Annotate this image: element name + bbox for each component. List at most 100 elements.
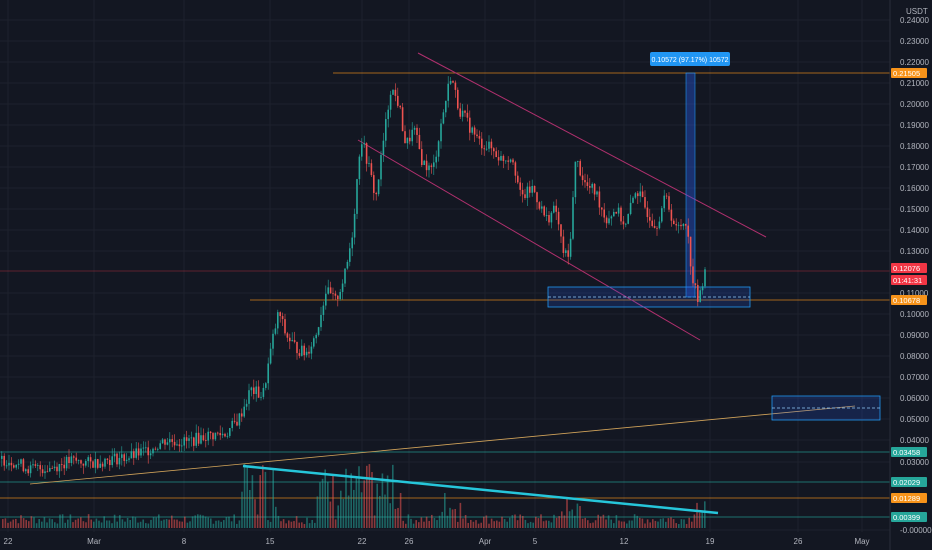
volume-bar <box>701 511 703 528</box>
volume-bar <box>589 523 592 528</box>
volume-bar <box>20 515 22 528</box>
candle-body <box>339 291 341 300</box>
candle-body <box>161 439 164 444</box>
x-tick-label: 15 <box>266 537 275 546</box>
volume-bar <box>134 517 137 528</box>
volume-bar <box>113 514 116 528</box>
volume-bar <box>514 514 516 528</box>
volume-bar <box>488 523 490 528</box>
volume-bar <box>106 520 108 528</box>
volume-bar <box>347 495 350 528</box>
y-tick-label: 0.13000 <box>900 247 929 256</box>
candle-body <box>536 192 538 203</box>
candle-body <box>13 465 15 468</box>
volume-bar <box>633 514 636 528</box>
candle-body <box>351 237 353 249</box>
candle-body <box>668 196 670 210</box>
time-axis[interactable]: 22 Mar 8 15 22 26 Apr 5 12 19 26 May <box>4 537 870 546</box>
price-badge-label: 0.21505 <box>893 69 920 78</box>
volume-bar <box>288 520 290 528</box>
candle-body <box>601 207 603 210</box>
candle-body <box>125 459 128 461</box>
candle-body <box>185 437 188 441</box>
candle-body <box>490 141 493 149</box>
volume-bar <box>308 523 311 528</box>
volume-bar <box>451 509 454 528</box>
candle-body <box>334 293 337 296</box>
candle-body <box>341 283 344 292</box>
volume-bar <box>532 522 534 528</box>
candle-body <box>200 435 202 444</box>
y-tick-label: 0.11000 <box>900 289 929 298</box>
volume-bar <box>555 517 558 528</box>
candle-body <box>73 456 75 458</box>
candle-body <box>649 217 651 221</box>
volume-bar <box>314 522 316 528</box>
y-tick-label: 0.05000 <box>900 415 929 424</box>
volume-bar <box>607 515 610 528</box>
volume-bar <box>597 514 599 528</box>
candle-body <box>361 144 363 157</box>
candle-body <box>15 464 17 468</box>
volume-bar <box>355 477 358 528</box>
volume-bar <box>423 521 425 528</box>
candle-body <box>61 463 63 465</box>
volume-bar <box>576 503 579 528</box>
candle-body <box>190 437 193 439</box>
candle-body <box>670 209 673 221</box>
candle-body <box>661 208 663 222</box>
volume-bar <box>217 520 220 528</box>
volume-bar <box>384 494 386 528</box>
candle-body <box>94 459 97 468</box>
candle-body <box>466 112 469 118</box>
price-axis[interactable]: 0.24000 0.23000 0.22000 0.21000 0.20000 0.190… <box>889 0 932 550</box>
candle-body <box>22 459 25 472</box>
volume-bar <box>457 521 459 528</box>
volume-bar <box>376 483 378 528</box>
volume-bar <box>618 520 620 528</box>
volume-bar <box>626 523 628 528</box>
candle-body <box>337 295 339 300</box>
x-tick-label: Apr <box>479 537 492 546</box>
candle-body <box>39 465 41 470</box>
volume-bar <box>186 522 189 528</box>
candle-body <box>598 191 601 208</box>
volume-bar <box>641 518 644 528</box>
candle-body <box>689 236 692 267</box>
measure-bar <box>685 72 696 298</box>
candle-body <box>433 162 435 167</box>
candle-body <box>457 89 459 109</box>
volume-bar <box>327 481 329 528</box>
volume-bar <box>496 520 498 528</box>
candle-body <box>305 351 308 356</box>
candle-body <box>310 346 313 354</box>
volume-bar <box>662 518 664 528</box>
candle-body <box>375 192 377 195</box>
candle-body <box>627 214 629 224</box>
volume-bar <box>220 521 222 528</box>
volume-bar <box>236 523 238 528</box>
volume-bar <box>646 519 649 528</box>
candle-body <box>653 226 656 228</box>
volume-bar <box>176 519 178 528</box>
candle-body <box>481 138 483 149</box>
drawings: 0.10572 (97.17%) 10572 <box>29 52 881 515</box>
volume-bar <box>168 519 170 528</box>
price-badge <box>891 512 927 522</box>
candle-body <box>565 250 567 253</box>
volume-bar <box>225 517 228 528</box>
volume-bar <box>67 519 69 528</box>
candle-body <box>680 224 682 227</box>
volume-bar <box>332 474 334 528</box>
candle-body <box>262 387 265 397</box>
volume-bar <box>324 469 326 528</box>
volume-bar <box>623 521 625 528</box>
candle-body <box>385 119 387 141</box>
candle-body <box>368 163 370 165</box>
volume-bar <box>301 522 303 528</box>
volume-bar <box>472 521 475 528</box>
volume-bar <box>316 496 319 528</box>
candle-body <box>524 194 526 198</box>
volume-bar <box>54 522 56 528</box>
